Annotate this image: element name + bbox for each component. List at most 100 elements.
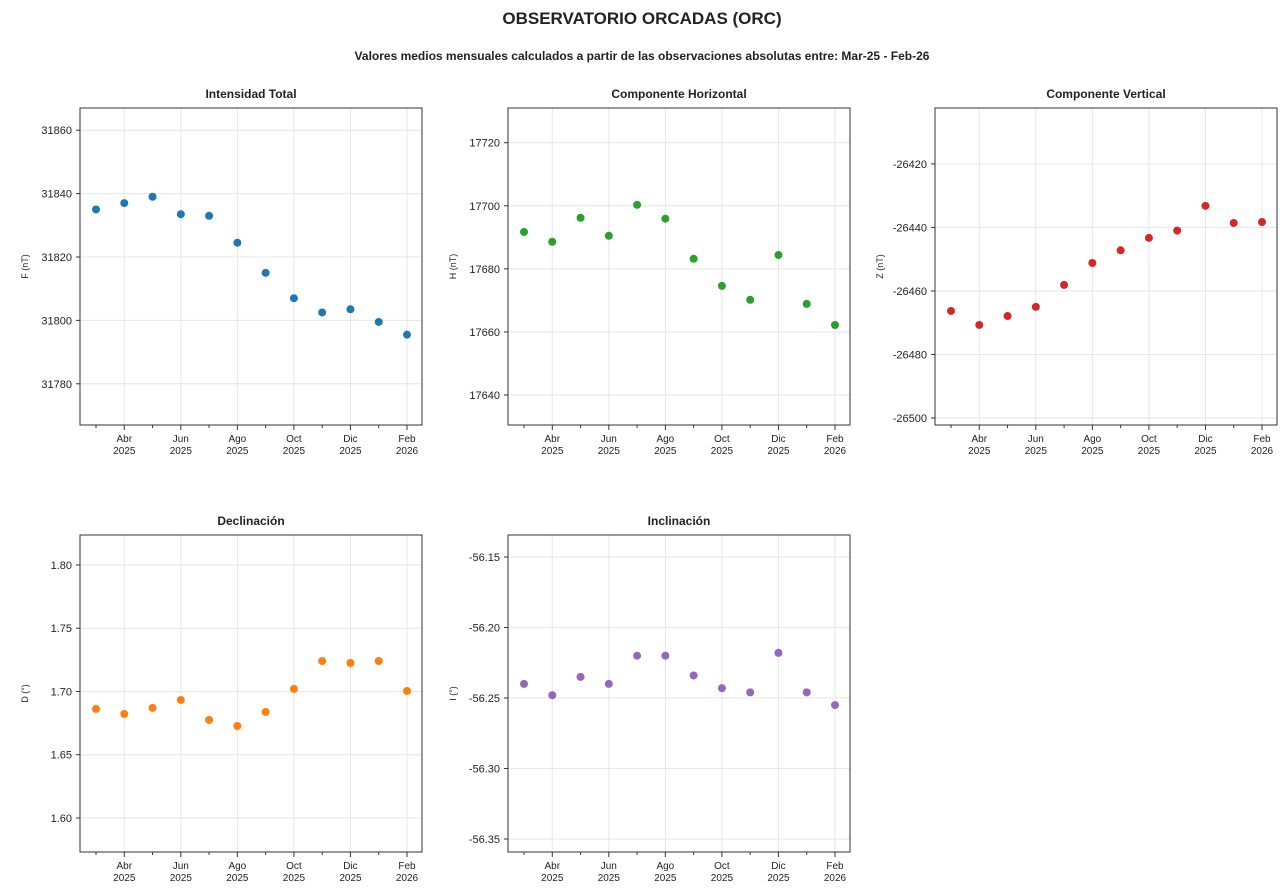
y-tick-label: 31840 — [41, 189, 72, 201]
data-point — [1173, 226, 1182, 235]
data-point — [92, 704, 100, 713]
x-tick-label: Abr 2025 — [968, 434, 991, 457]
x-tick-label: Oct 2025 — [283, 861, 306, 884]
data-point — [633, 651, 642, 660]
x-tick-label: Oct 2025 — [711, 861, 734, 884]
data-point — [1144, 233, 1153, 242]
data-point — [374, 656, 383, 665]
data-point — [233, 722, 242, 731]
panel-title: Componente Horizontal — [611, 87, 746, 101]
x-tick-label: Ago 2025 — [226, 434, 249, 457]
data-point — [576, 672, 585, 681]
x-tick-label: Ago 2025 — [654, 861, 677, 884]
y-tick-label: 31860 — [41, 125, 72, 137]
data-point — [148, 192, 157, 201]
y-axis-label: Z (nT) — [875, 254, 885, 279]
data-point — [120, 199, 129, 208]
y-tick-label: -26460 — [893, 286, 927, 298]
data-point — [520, 227, 528, 236]
y-tick-label: 1.65 — [51, 750, 72, 762]
data-point — [176, 695, 185, 704]
data-point — [148, 703, 157, 712]
panel-title: Intensidad Total — [205, 87, 296, 101]
data-point — [403, 330, 411, 339]
x-tick-label: Ago 2025 — [654, 434, 677, 457]
y-tick-label: 31820 — [41, 252, 72, 264]
axes-frame — [79, 534, 423, 853]
x-tick-label: Jun 2025 — [598, 434, 621, 457]
data-point — [831, 321, 839, 330]
data-point — [1088, 259, 1097, 268]
x-tick-label: Feb 2026 — [824, 434, 847, 457]
panel-title: Inclinación — [648, 514, 711, 528]
figure-title: OBSERVATORIO ORCADAS (ORC) — [502, 9, 781, 28]
x-tick-label: Feb 2026 — [396, 861, 419, 884]
x-tick-label: Abr 2025 — [541, 434, 564, 457]
data-point — [661, 651, 670, 660]
x-tick-label: Abr 2025 — [541, 861, 564, 884]
data-point — [1229, 218, 1238, 227]
data-point — [1116, 246, 1125, 255]
data-point — [604, 231, 613, 240]
panel-title: Declinación — [217, 514, 284, 528]
y-tick-label: -26420 — [893, 159, 927, 171]
y-axis-label: I (°) — [448, 686, 458, 701]
y-axis-label: F (nT) — [20, 254, 30, 279]
x-tick-label: Feb 2026 — [396, 434, 419, 457]
x-tick-label: Ago 2025 — [1081, 434, 1104, 457]
y-tick-label: 17700 — [469, 201, 500, 213]
y-tick-label: -26500 — [893, 413, 927, 425]
axes-frame — [507, 107, 851, 426]
x-tick-label: Oct 2025 — [1138, 434, 1161, 457]
y-tick-label: 17640 — [469, 390, 500, 402]
data-point — [831, 701, 839, 710]
data-point — [205, 715, 214, 724]
x-tick-label: Dic 2025 — [339, 434, 362, 457]
data-point — [1258, 218, 1266, 227]
y-tick-label: 1.70 — [51, 686, 72, 698]
data-point — [520, 679, 528, 688]
y-tick-label: 1.75 — [51, 623, 72, 635]
y-tick-label: 1.80 — [51, 560, 72, 572]
data-point — [261, 707, 270, 716]
y-tick-label: -26480 — [893, 349, 927, 361]
x-tick-label: Dic 2025 — [1194, 434, 1217, 457]
data-point — [802, 299, 811, 308]
data-point — [374, 317, 383, 326]
data-point — [548, 691, 557, 700]
y-tick-label: 17660 — [469, 327, 500, 339]
data-point — [318, 656, 327, 665]
data-point — [205, 211, 214, 220]
data-point — [1060, 280, 1069, 289]
y-tick-label: 17720 — [469, 138, 500, 150]
y-tick-label: 31780 — [41, 379, 72, 391]
data-point — [346, 659, 355, 668]
data-point — [975, 320, 984, 329]
x-tick-label: Feb 2026 — [824, 861, 847, 884]
x-tick-label: Abr 2025 — [113, 434, 136, 457]
data-point — [346, 305, 355, 314]
data-point — [92, 205, 100, 214]
data-point — [689, 671, 698, 680]
x-tick-label: Feb 2026 — [1251, 434, 1274, 457]
axes-frame — [79, 107, 423, 426]
data-point — [746, 688, 755, 697]
x-tick-label: Jun 2025 — [1025, 434, 1048, 457]
x-tick-label: Jun 2025 — [170, 434, 193, 457]
data-point — [176, 210, 185, 219]
data-point — [802, 688, 811, 697]
data-point — [233, 238, 242, 247]
y-axis-label: D (°) — [20, 684, 30, 703]
data-point — [717, 281, 726, 290]
y-tick-label: -56.15 — [469, 552, 500, 564]
data-point — [1003, 312, 1012, 321]
data-point — [774, 250, 783, 259]
data-point — [261, 268, 270, 277]
x-tick-label: Jun 2025 — [170, 861, 193, 884]
y-tick-label: -56.25 — [469, 693, 500, 705]
y-tick-label: -26440 — [893, 222, 927, 234]
data-point — [120, 709, 129, 718]
panel-title: Componente Vertical — [1046, 87, 1165, 101]
data-point — [604, 679, 613, 688]
x-tick-label: Oct 2025 — [283, 434, 306, 457]
